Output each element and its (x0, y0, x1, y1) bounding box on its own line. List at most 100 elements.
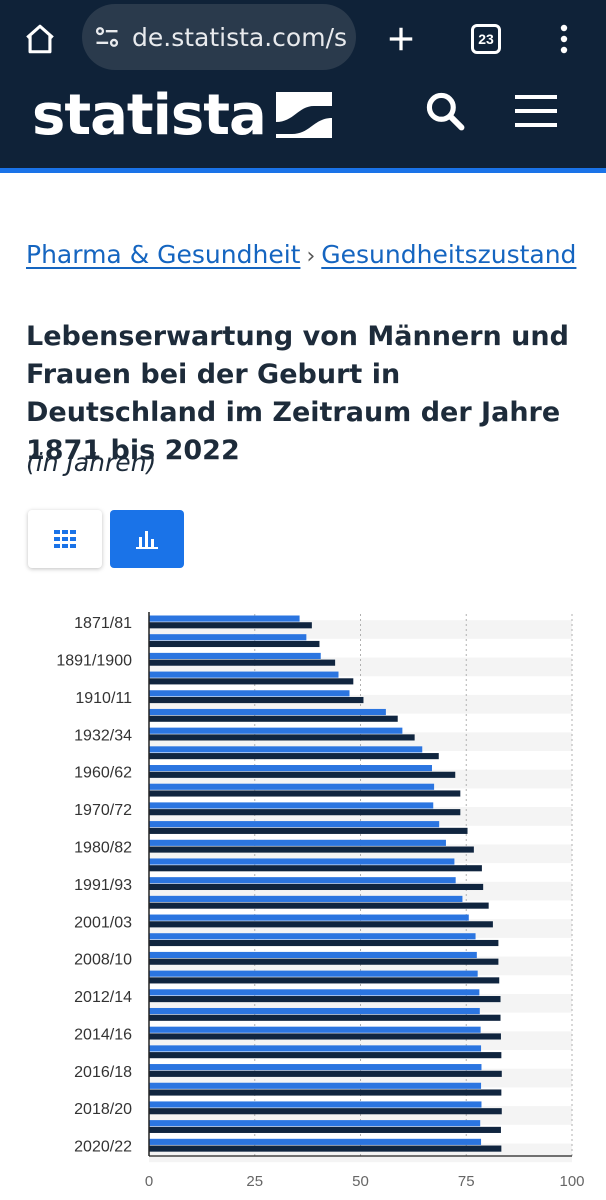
statista-logo[interactable]: statista (32, 80, 332, 150)
chart-bar (149, 615, 300, 622)
home-icon (26, 24, 54, 54)
chart-category-label: 2014/16 (74, 1026, 132, 1043)
tab-switcher-icon: 23 (471, 24, 501, 54)
bar-chart: 1871/81 1891/1900 1910/11 1932/34 1960/62 197… (56, 612, 585, 1190)
chart-bar (149, 933, 476, 940)
chart-bar (149, 1033, 501, 1040)
chart-bar (149, 753, 439, 760)
chart-bar (149, 895, 463, 902)
chart-x-tick-label: 25 (246, 1173, 263, 1190)
chart-bar (149, 1138, 482, 1145)
chart-bar (149, 921, 493, 928)
chart-bar (149, 883, 484, 891)
logo-mark-icon (275, 92, 332, 138)
site-settings-button[interactable] (82, 4, 132, 70)
chart-bar (149, 846, 474, 853)
chart-category-label: 1871/81 (74, 615, 132, 632)
chart-bar (149, 914, 469, 921)
chart-bar (149, 802, 434, 809)
chart-bar (149, 727, 403, 734)
breadcrumb-link-gesundheitszustand[interactable]: Gesundheitszustand (321, 240, 577, 269)
logo-text: statista (32, 82, 267, 148)
browser-menu-button[interactable] (544, 14, 584, 64)
chart-bar (149, 652, 321, 660)
chart-x-tick-label: 50 (352, 1173, 369, 1190)
table-view-button[interactable] (28, 510, 102, 568)
header-accent-line (0, 168, 606, 173)
main-menu-button[interactable] (510, 84, 562, 138)
chart-bar (149, 1120, 481, 1127)
chart-bar (149, 939, 499, 947)
chart-bar (149, 1126, 501, 1133)
chart-bar (149, 708, 386, 716)
chart-bar (149, 790, 461, 797)
chart-category-label: 1891/1900 (56, 653, 132, 670)
chart-bar (149, 771, 456, 778)
chart-bar (149, 1089, 502, 1096)
chart-category-label: 2016/18 (74, 1064, 132, 1081)
chart-x-tick-label: 75 (458, 1173, 475, 1190)
chart-bar (149, 989, 480, 996)
browser-toolbar: de.statista.com/s 23 (0, 0, 606, 78)
chart-bar (149, 902, 489, 909)
chart-bar (149, 839, 446, 846)
chart-bar (149, 1026, 481, 1033)
tab-count: 23 (478, 31, 494, 47)
chart-bar (149, 1014, 501, 1021)
home-button[interactable] (14, 14, 66, 64)
chart-bar (149, 765, 432, 772)
chart-bar (149, 809, 461, 816)
chart-x-tick-label: 100 (559, 1173, 584, 1190)
chart-category-label: 1970/72 (74, 802, 132, 819)
more-vert-icon (560, 24, 568, 54)
chart-bar (149, 977, 500, 984)
chart-view-icon (136, 531, 158, 549)
chart-category-label: 1960/62 (74, 765, 132, 782)
chart-category-label: 2018/20 (74, 1101, 132, 1118)
url-text[interactable]: de.statista.com/s (132, 22, 348, 52)
chart-bar (149, 827, 468, 834)
chart-category-label: 2012/14 (74, 989, 132, 1006)
search-icon (426, 92, 465, 131)
chart-category-label: 1932/34 (74, 727, 132, 744)
chart-bar (149, 1045, 482, 1052)
address-bar[interactable]: de.statista.com/s (82, 4, 356, 70)
chart-bar (149, 622, 312, 629)
site-settings-icon (95, 27, 119, 47)
plus-icon (389, 27, 413, 51)
chart-bar (149, 1101, 482, 1108)
hamburger-menu-icon (515, 95, 557, 127)
chart-category-label: 2001/03 (74, 914, 132, 931)
chart-bar (149, 958, 499, 965)
chart-bar (149, 671, 339, 678)
chart-bar (149, 1082, 482, 1089)
chart-bar (149, 690, 350, 697)
breadcrumb-link-pharma[interactable]: Pharma & Gesundheit (26, 240, 301, 269)
breadcrumb-separator: › (306, 244, 316, 269)
chart-category-label: 1910/11 (75, 690, 132, 707)
chart-bar (149, 715, 398, 722)
chart-bar (149, 746, 423, 753)
chart-bar (149, 734, 415, 741)
chart-bar (149, 970, 478, 977)
chart-view-button[interactable] (110, 510, 184, 568)
tab-switcher-button[interactable]: 23 (460, 14, 512, 64)
chart-bar (149, 678, 354, 685)
chart-bar (149, 1108, 502, 1115)
chart-bar (149, 996, 501, 1003)
chart-bar (149, 659, 336, 666)
chart-bar (149, 821, 440, 828)
page-subtitle: (in Jahren) (26, 448, 157, 477)
search-button[interactable] (418, 84, 472, 138)
new-tab-button[interactable] (376, 14, 426, 64)
chart-bar (149, 640, 320, 648)
chart-x-tick-label: 0 (145, 1173, 153, 1190)
chart-bar (149, 634, 307, 641)
page-title: Lebenserwartung von Männern und Frauen b… (26, 321, 569, 466)
table-view-icon (54, 530, 76, 548)
chart-category-label: 2008/10 (74, 952, 132, 969)
chart-bar (149, 696, 364, 704)
chart-bar (149, 951, 477, 959)
chart-bar (149, 877, 456, 884)
chart-bar (149, 1007, 480, 1015)
